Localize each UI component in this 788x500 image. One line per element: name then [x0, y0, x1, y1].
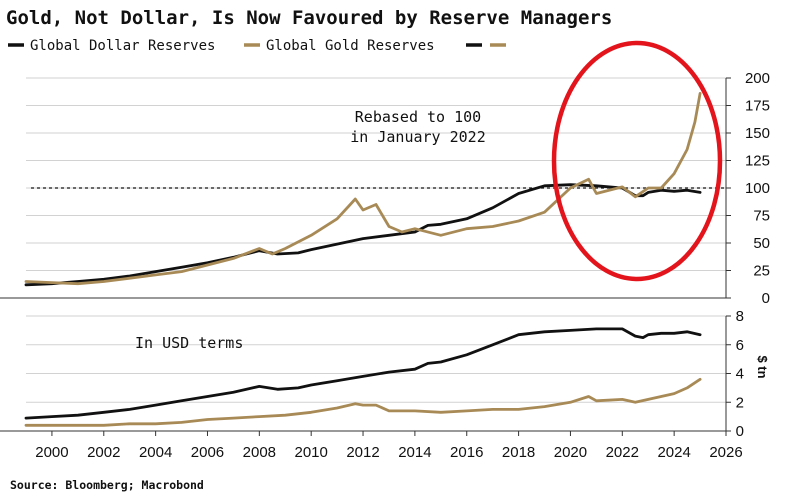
x-tick-label: 2020: [554, 444, 587, 461]
gold-series-line: [24, 377, 702, 427]
source-note: Source: Bloomberg; Macrobond: [10, 478, 204, 492]
top-panel: 0 25 50 75 100 125 150 175 200 Rebased to 100 in…: [0, 70, 770, 307]
top-gridlines: [0, 77, 726, 299]
x-tick-label: 2024: [657, 444, 690, 461]
top-y-tick-label: 100: [745, 180, 770, 197]
x-tick-label: 2006: [191, 444, 224, 461]
bottom-gridlines: [0, 315, 726, 432]
bottom-y-ticks: 0 2 4 6 8: [726, 308, 744, 440]
annotation-rebased-line1: Rebased to 100: [355, 108, 481, 126]
annotation-usd-terms: In USD terms: [135, 334, 243, 352]
top-y-tick-label: 75: [753, 208, 770, 225]
dollar-series-line: [24, 327, 702, 420]
x-tick-label: 2018: [502, 444, 535, 461]
x-axis: 2000 2002 2004 2006 2008 2010 2012 2014 2016 2018…: [35, 431, 743, 461]
x-tick-label: 2008: [243, 444, 276, 461]
top-y-tick-label: 0: [762, 290, 770, 307]
x-tick-label: 2010: [294, 444, 327, 461]
bottom-y-tick-label: 4: [736, 366, 744, 383]
top-y-tick-label: 175: [745, 98, 770, 115]
annotation-rebased-line2: in January 2022: [350, 128, 485, 146]
bottom-y-tick-label: 6: [736, 337, 744, 354]
x-tick-label: 2014: [398, 444, 431, 461]
x-tick-label: 2012: [346, 444, 379, 461]
chart-title: Gold, Not Dollar, Is Now Favoured by Res…: [6, 7, 612, 29]
bottom-y-tick-label: 0: [736, 423, 744, 440]
dollar-series-line: [24, 183, 702, 287]
top-y-tick-label: 50: [753, 235, 770, 252]
top-y-ticks: 0 25 50 75 100 125 150 175 200: [726, 70, 770, 307]
x-tick-label: 2000: [35, 444, 68, 461]
top-series: [24, 92, 702, 287]
top-y-tick-label: 150: [745, 125, 770, 142]
x-tick-label: 2026: [709, 444, 742, 461]
top-y-tick-label: 25: [753, 263, 770, 280]
gold-series-line: [24, 92, 702, 286]
x-tick-label: 2004: [139, 444, 172, 461]
bottom-y-tick-label: 8: [736, 308, 744, 325]
bottom-y-tick-label: 2: [736, 394, 744, 411]
bottom-series: [24, 327, 702, 427]
x-tick-label: 2002: [87, 444, 120, 461]
x-tick-label: 2016: [450, 444, 483, 461]
bottom-panel: 0 2 4 6 8 In USD terms $ tn: [0, 308, 770, 440]
legend: Global Dollar Reserves Global Gold Reser…: [8, 38, 506, 54]
highlight-ellipse: [551, 40, 723, 282]
bottom-y-label: $ tn: [755, 355, 770, 378]
top-y-tick-label: 200: [745, 70, 770, 87]
legend-label-gold: Global Gold Reserves: [266, 38, 435, 54]
legend-label-dollar: Global Dollar Reserves: [30, 38, 215, 54]
x-tick-label: 2022: [606, 444, 639, 461]
top-y-tick-label: 125: [745, 153, 770, 170]
